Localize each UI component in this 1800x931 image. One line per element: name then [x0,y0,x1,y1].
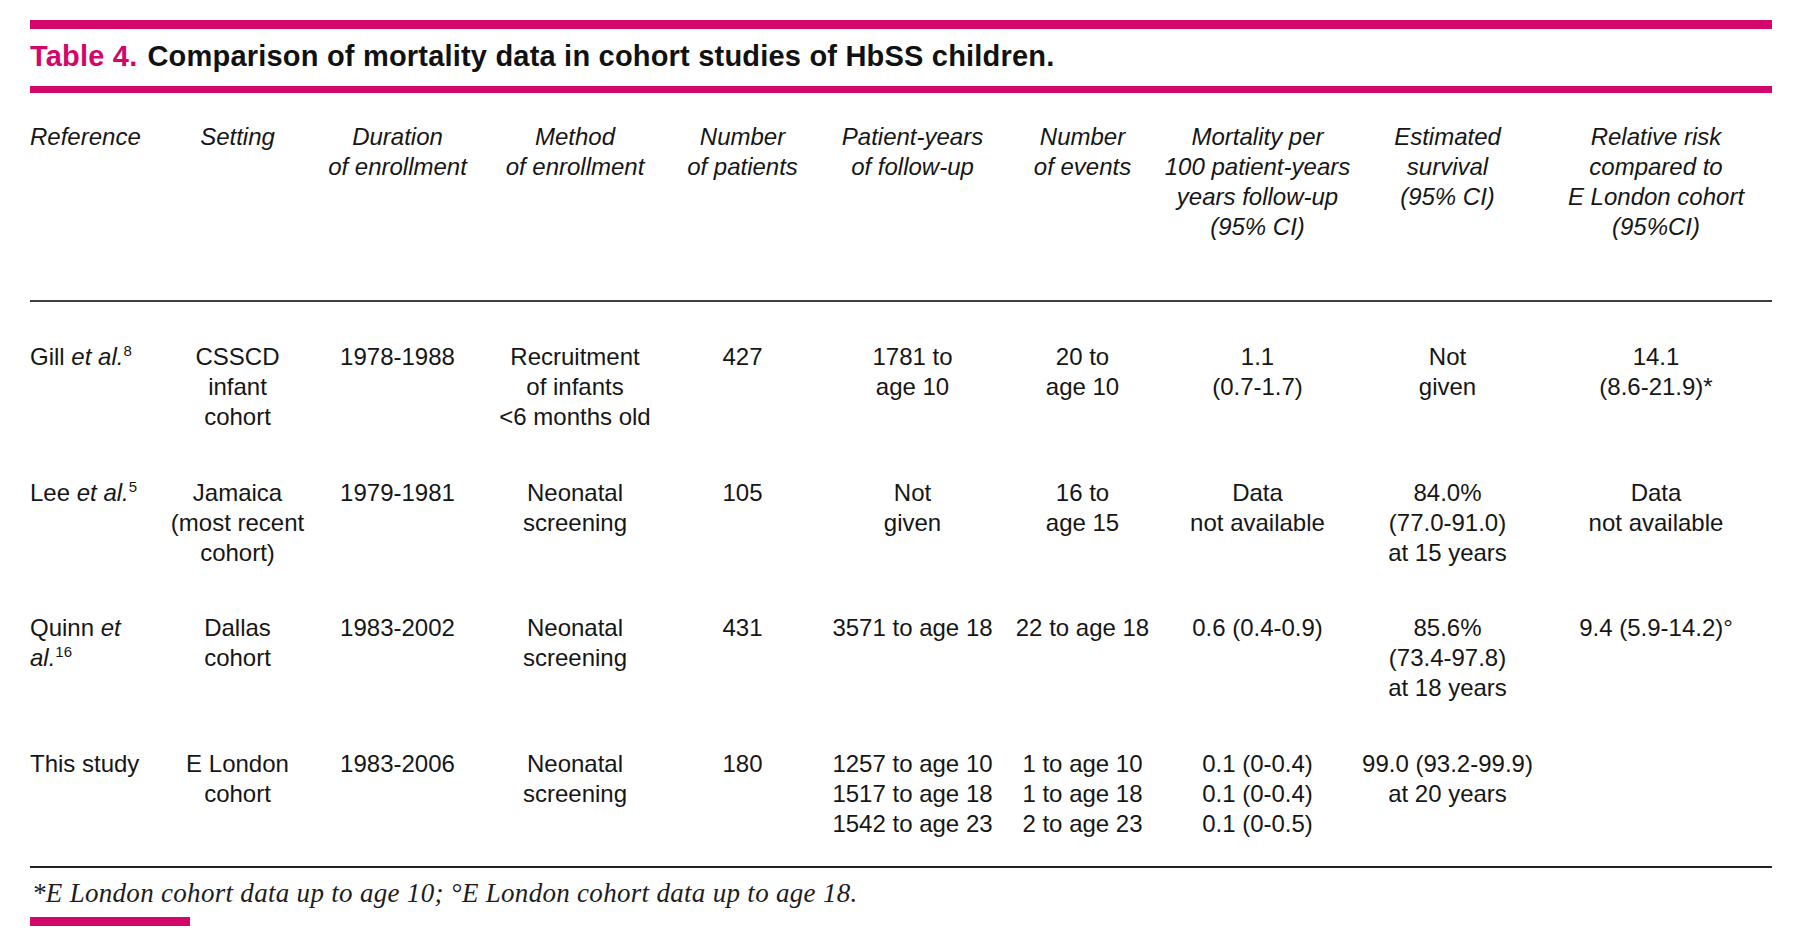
cell-setting: E London cohort [165,749,310,809]
cell-relative-risk: 9.4 (5.9-14.2)° [1540,613,1772,643]
table-row-lee: Lee et al.5 Jamaica (most recent cohort)… [30,478,1772,568]
col-header-number-patients: Number of patients [665,122,820,182]
cell-patient-years: 1781 to age 10 [820,342,1005,402]
cell-survival: 85.6% (73.4-97.8) at 18 years [1355,613,1540,703]
cell-duration: 1978-1988 [310,342,485,372]
ref-etal: et al. [77,479,129,506]
cell-reference: Gill et al.8 [30,342,165,372]
table-row-this-study: This study E London cohort 1983-2006 Neo… [30,749,1772,839]
cell-reference: Lee et al.5 [30,478,165,508]
col-header-reference: Reference [30,122,165,152]
cell-patient-years: 3571 to age 18 [820,613,1005,643]
col-header-number-events: Number of events [1005,122,1160,182]
cell-method: Neonatal screening [485,613,665,673]
header-separator-rule [30,300,1772,302]
cell-setting: Jamaica (most recent cohort) [165,478,310,568]
cell-method: Neonatal screening [485,478,665,538]
cell-reference: This study [30,749,165,779]
cell-method: Recruitment of infants <6 months old [485,342,665,432]
cell-patients: 180 [665,749,820,779]
cell-setting: CSSCD infant cohort [165,342,310,432]
bottom-accent-rule [30,917,190,926]
cell-setting: Dallas cohort [165,613,310,673]
col-header-method: Method of enrollment [485,122,665,182]
cell-survival: 99.0 (93.2-99.9) at 20 years [1355,749,1540,809]
cell-events: 16 to age 15 [1005,478,1160,538]
cell-patients: 431 [665,613,820,643]
table-title-text: Comparison of mortality data in cohort s… [147,40,1054,72]
footnote-separator-rule [30,866,1772,868]
ref-author: This study [30,750,139,777]
cell-events: 20 to age 10 [1005,342,1160,402]
cell-mortality: 0.1 (0-0.4) 0.1 (0-0.4) 0.1 (0-0.5) [1160,749,1355,839]
ref-author: Gill [30,343,65,370]
cell-mortality: Data not available [1160,478,1355,538]
col-header-relative-risk: Relative risk compared to E London cohor… [1540,122,1772,242]
col-header-patient-years: Patient-years of follow-up [820,122,1005,182]
caption-underline-rule [30,86,1772,93]
top-accent-rule [30,20,1772,29]
cell-method: Neonatal screening [485,749,665,809]
cell-mortality: 1.1 (0.7-1.7) [1160,342,1355,402]
ref-author: Quinn [30,614,94,641]
table-row-gill: Gill et al.8 CSSCD infant cohort 1978-19… [30,342,1772,432]
cell-patient-years: 1257 to age 10 1517 to age 18 1542 to ag… [820,749,1005,839]
col-header-duration: Duration of enrollment [310,122,485,182]
cell-patients: 105 [665,478,820,508]
ref-citation-number: 5 [129,478,137,495]
cell-patients: 427 [665,342,820,372]
cell-events: 22 to age 18 [1005,613,1160,643]
table-caption: Table 4. Comparison of mortality data in … [30,40,1770,73]
ref-etal: et al. [71,343,123,370]
col-header-estimated-survival: Estimated survival (95% CI) [1355,122,1540,212]
ref-citation-number: 8 [123,342,131,359]
cell-survival: Not given [1355,342,1540,402]
cell-patient-years: Not given [820,478,1005,538]
table-number-label: Table 4. [30,40,137,72]
col-header-mortality: Mortality per 100 patient-years years fo… [1160,122,1355,242]
cell-duration: 1983-2002 [310,613,485,643]
ref-citation-number: 16 [55,643,72,660]
table-row-quinn: Quinn et al.16 Dallas cohort 1983-2002 N… [30,613,1772,703]
cell-relative-risk: 14.1 (8.6-21.9)* [1540,342,1772,402]
cell-events: 1 to age 10 1 to age 18 2 to age 23 [1005,749,1160,839]
cell-mortality: 0.6 (0.4-0.9) [1160,613,1355,643]
cell-reference: Quinn et al.16 [30,613,165,673]
table-footnote: *E London cohort data up to age 10; °E L… [32,878,1770,909]
col-header-setting: Setting [165,122,310,152]
cell-duration: 1983-2006 [310,749,485,779]
paper-table-page: Table 4. Comparison of mortality data in … [0,0,1800,931]
cell-duration: 1979-1981 [310,478,485,508]
cell-survival: 84.0% (77.0-91.0) at 15 years [1355,478,1540,568]
table-header-row: Reference Setting Duration of enrollment… [30,122,1772,242]
cell-relative-risk: Data not available [1540,478,1772,538]
ref-author: Lee [30,479,70,506]
